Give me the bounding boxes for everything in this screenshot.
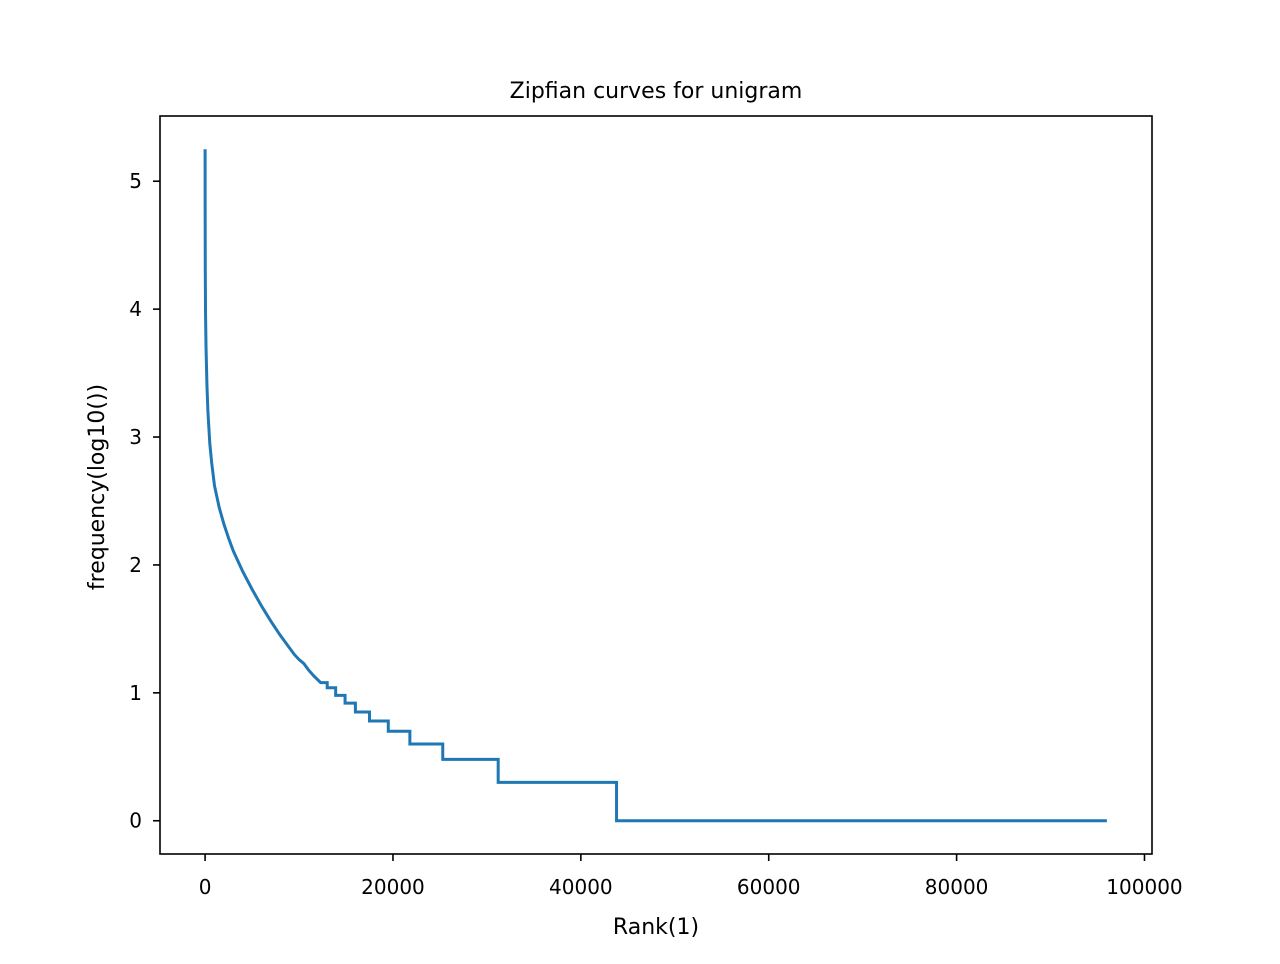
x-tick-label: 20000	[361, 875, 425, 899]
x-tick-label: 80000	[925, 875, 989, 899]
y-tick-label: 4	[129, 297, 142, 321]
series-layer	[203, 149, 1107, 823]
x-axis: 0 20000 40000 60000 80000 100000	[199, 854, 1183, 899]
y-tick-label: 0	[129, 809, 142, 833]
y-tick-label: 5	[129, 169, 142, 193]
chart-title: Zipfian curves for unigram	[510, 79, 803, 104]
x-tick-label: 100000	[1106, 875, 1182, 899]
x-tick-label: 0	[199, 875, 212, 899]
y-tick-label: 3	[129, 425, 142, 449]
series-line-0	[203, 149, 1107, 823]
x-tick-label: 60000	[737, 875, 801, 899]
y-tick-label: 1	[129, 681, 142, 705]
plot-frame	[159, 115, 1153, 855]
y-axis-label: frequency(log10())	[85, 384, 110, 590]
y-tick-label: 2	[129, 553, 142, 577]
x-axis-label: Rank(1)	[613, 915, 699, 940]
x-tick-label: 40000	[549, 875, 613, 899]
y-axis: 0 1 2 3 4 5	[129, 169, 160, 833]
